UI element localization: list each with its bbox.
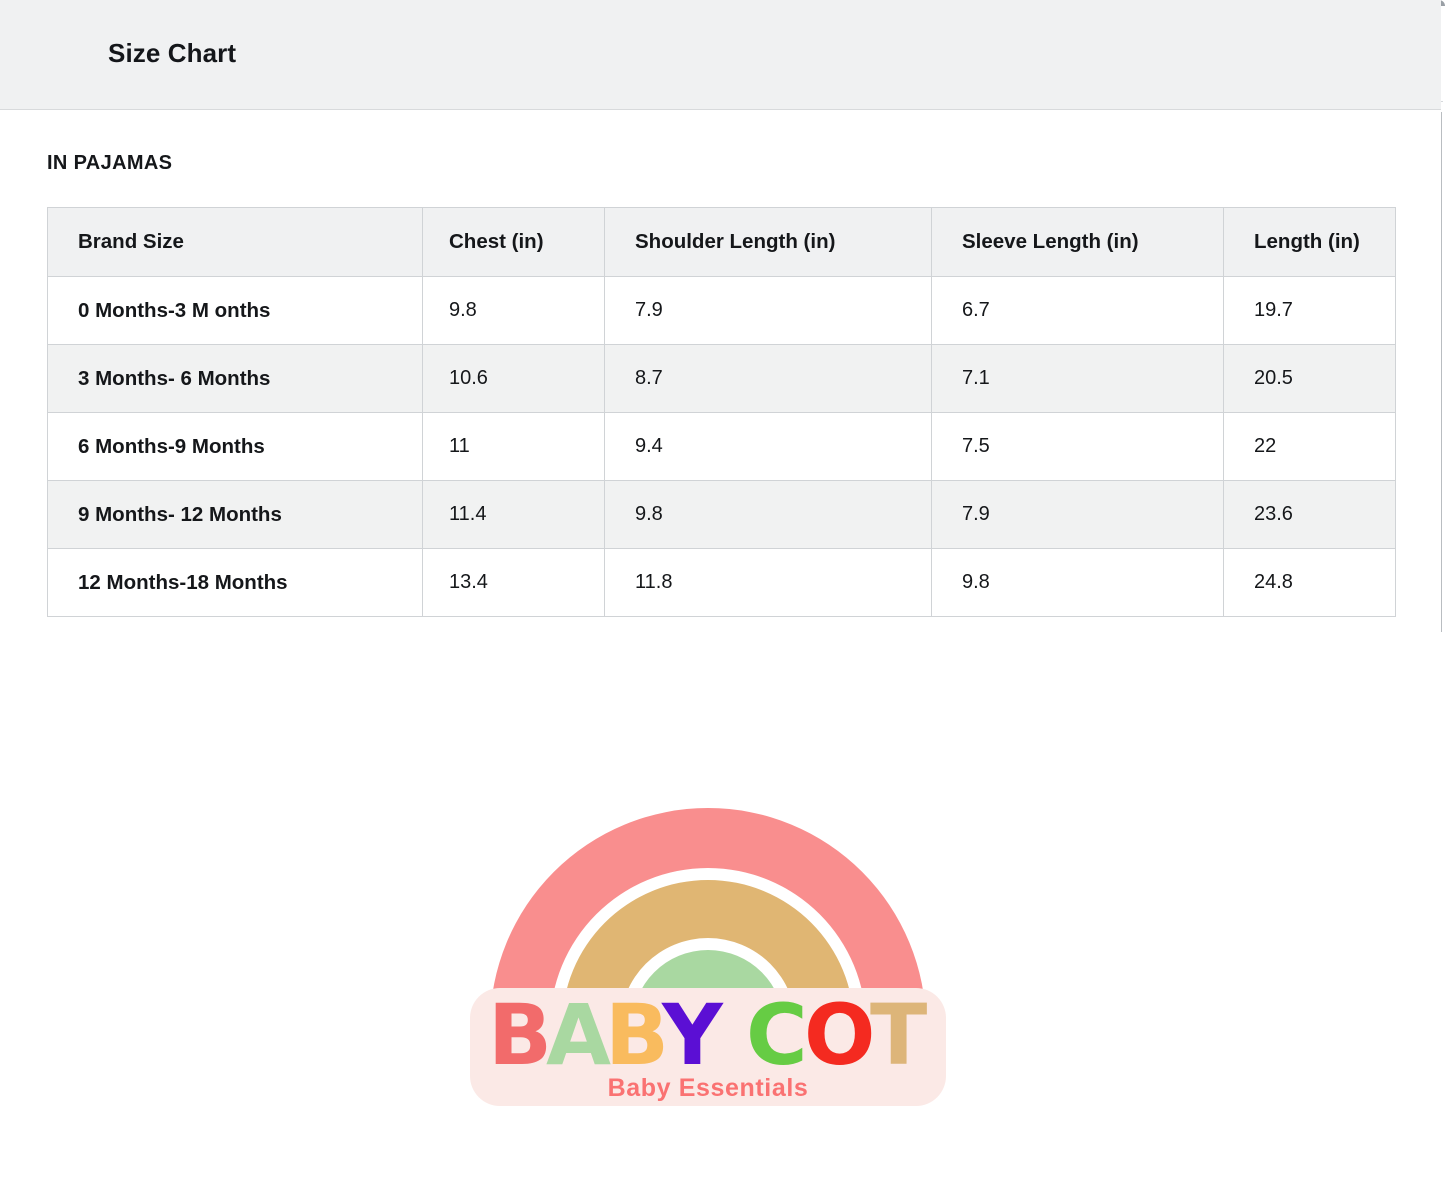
table-row: 0 Months-3 M onths 9.8 7.9 6.7 19.7 — [47, 276, 1396, 345]
cell-brand-size: 9 Months- 12 Months — [47, 480, 423, 549]
table-head: Brand Size Chest (in) Shoulder Length (i… — [47, 207, 1396, 277]
page-title: Size Chart — [108, 38, 237, 68]
modal-header: Size Chart — [0, 0, 1441, 110]
column-header-sleeve-length: Sleeve Length (in) — [931, 207, 1224, 277]
cell-chest: 11 — [422, 412, 605, 481]
logo-letter-b1: B — [488, 986, 552, 1084]
column-header-length: Length (in) — [1223, 207, 1396, 277]
table-header-row: Brand Size Chest (in) Shoulder Length (i… — [47, 207, 1396, 277]
section-heading: IN PAJAMAS — [47, 152, 173, 174]
cell-shoulder: 7.9 — [604, 276, 932, 345]
cell-chest: 13.4 — [422, 548, 605, 617]
cell-brand-size: 3 Months- 6 Months — [47, 344, 423, 413]
table-row: 9 Months- 12 Months 11.4 9.8 7.9 23.6 — [47, 480, 1396, 549]
cell-chest: 10.6 — [422, 344, 605, 413]
table-row: 12 Months-18 Months 13.4 11.8 9.8 24.8 — [47, 548, 1396, 617]
column-header-chest: Chest (in) — [422, 207, 605, 277]
cell-length: 22 — [1223, 412, 1396, 481]
cell-length: 23.6 — [1223, 480, 1396, 549]
logo-letter-c: C — [746, 986, 808, 1084]
cell-length: 19.7 — [1223, 276, 1396, 345]
logo-letter-a: A — [546, 986, 611, 1084]
cell-shoulder: 9.8 — [604, 480, 932, 549]
cell-brand-size: 12 Months-18 Months — [47, 548, 423, 617]
cell-chest: 9.8 — [422, 276, 605, 345]
rainbow-band-middle — [562, 880, 854, 1026]
logo-letter-y: Y — [661, 986, 724, 1084]
cell-length: 24.8 — [1223, 548, 1396, 617]
logo-letter-b2: B — [605, 986, 669, 1084]
wordmark-baby-cot: B A B Y C O T — [488, 986, 927, 1084]
cell-brand-size: 6 Months-9 Months — [47, 412, 423, 481]
logo-letter-t: T — [870, 986, 927, 1084]
cell-sleeve: 7.5 — [931, 412, 1224, 481]
table-row: 6 Months-9 Months 11 9.4 7.5 22 — [47, 412, 1396, 481]
cell-shoulder: 8.7 — [604, 344, 932, 413]
cell-shoulder: 9.4 — [604, 412, 932, 481]
cell-sleeve: 7.9 — [931, 480, 1224, 549]
size-chart-table: Brand Size Chest (in) Shoulder Length (i… — [47, 207, 1396, 617]
modal-body: IN PAJAMAS Brand Size Chest (in) Shoulde… — [0, 111, 1441, 1189]
table-body: 0 Months-3 M onths 9.8 7.9 6.7 19.7 3 Mo… — [47, 276, 1396, 617]
brand-logo: B A B Y C O T Baby Essentials — [462, 696, 954, 1116]
cell-sleeve: 6.7 — [931, 276, 1224, 345]
cell-brand-size: 0 Months-3 M onths — [47, 276, 423, 345]
cell-chest: 11.4 — [422, 480, 605, 549]
cell-length: 20.5 — [1223, 344, 1396, 413]
logo-tagline: Baby Essentials — [608, 1074, 809, 1102]
cell-sleeve: 7.1 — [931, 344, 1224, 413]
column-header-shoulder-length: Shoulder Length (in) — [604, 207, 932, 277]
cell-sleeve: 9.8 — [931, 548, 1224, 617]
rainbow-logo-icon: B A B Y C O T Baby Essentials — [470, 808, 946, 1106]
cell-shoulder: 11.8 — [604, 548, 932, 617]
column-header-brand-size: Brand Size — [47, 207, 423, 277]
table-row: 3 Months- 6 Months 10.6 8.7 7.1 20.5 — [47, 344, 1396, 413]
logo-plate — [470, 988, 946, 1106]
logo-letter-o: O — [804, 986, 875, 1084]
underlay-right-edge-bottom — [1441, 112, 1442, 632]
rainbow-band-outer — [490, 808, 926, 1026]
